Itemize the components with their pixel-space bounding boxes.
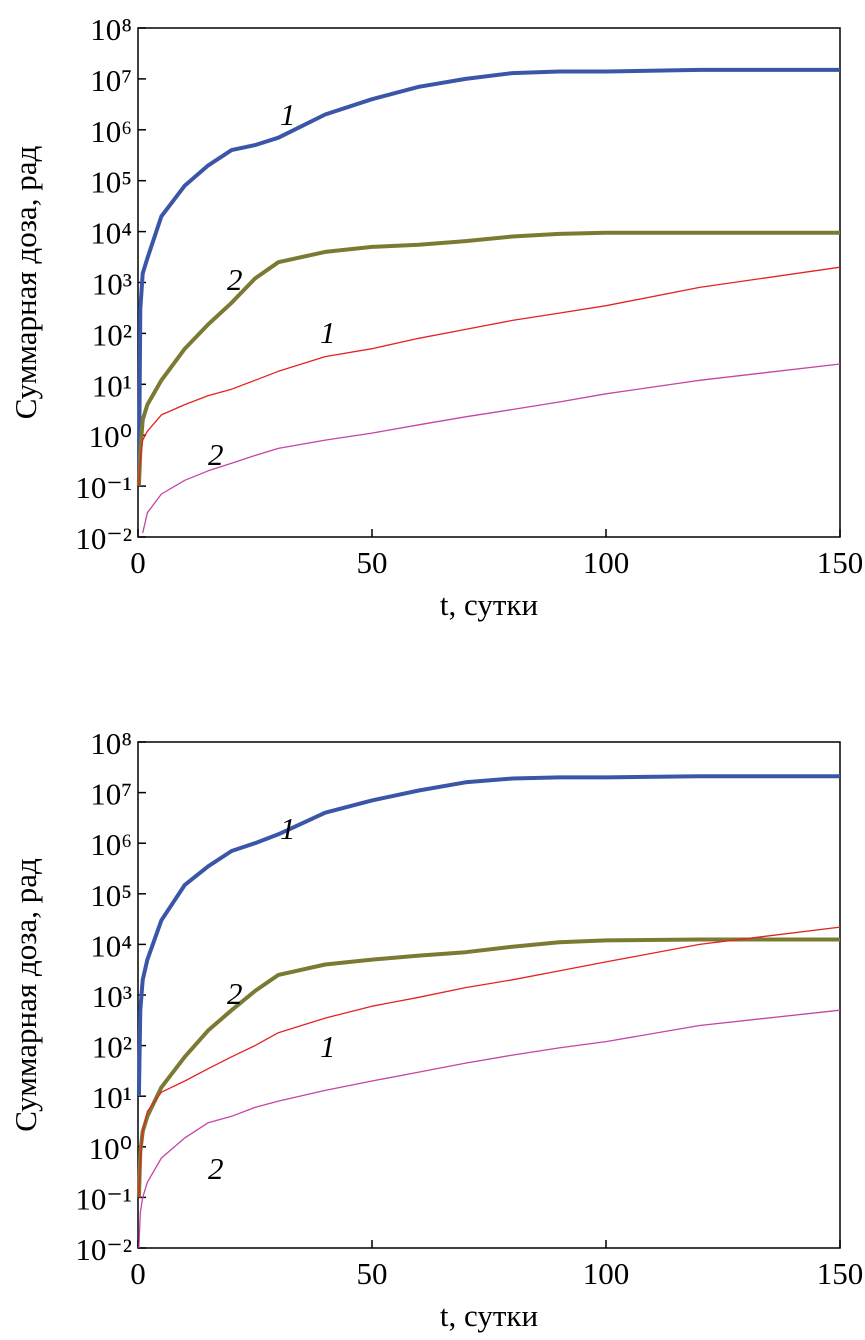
y-tick-label: 10⁻¹ (75, 1181, 132, 1216)
y-tick-label: 10⁻² (75, 1232, 132, 1267)
y-tick-label: 10⁻¹ (75, 470, 132, 505)
x-tick-label: 50 (357, 1256, 388, 1291)
y-tick-label: 10⁵ (90, 165, 132, 200)
series-label: 2 (227, 976, 243, 1011)
x-axis-label: t, сутки (440, 1298, 538, 1333)
x-tick-label: 150 (817, 1256, 864, 1291)
y-tick-label: 10² (92, 1030, 132, 1065)
y-tick-label: 10⁰ (89, 1131, 132, 1166)
y-tick-label: 10⁰ (89, 419, 132, 454)
series-label: 1 (320, 315, 336, 350)
x-tick-label: 0 (130, 545, 146, 580)
y-tick-label: 10³ (92, 979, 132, 1014)
y-axis-label: Суммарная доза, рад (8, 858, 43, 1132)
y-tick-label: 10⁷ (90, 63, 132, 98)
y-axis-label: Суммарная доза, рад (8, 146, 43, 420)
y-tick-label: 10⁶ (90, 114, 132, 149)
y-tick-label: 10³ (92, 267, 132, 302)
series-label: 2 (227, 262, 243, 297)
x-axis-label: t, сутки (440, 587, 538, 622)
series-line (136, 937, 840, 1198)
x-tick-label: 100 (583, 545, 630, 580)
series-line (138, 1009, 841, 1249)
series-line (136, 230, 840, 487)
y-tick-label: 10² (92, 317, 132, 352)
y-tick-label: 10⁴ (90, 928, 132, 963)
y-tick-label: 10⁸ (90, 12, 132, 47)
y-tick-label: 10¹ (92, 1080, 132, 1115)
series-line (138, 926, 841, 1198)
x-tick-label: 50 (357, 545, 388, 580)
y-tick-label: 10¹ (92, 368, 132, 403)
series-line (136, 67, 840, 487)
x-tick-label: 150 (817, 545, 864, 580)
y-tick-label: 10⁷ (90, 777, 132, 812)
series-line (138, 266, 841, 487)
series-label: 1 (280, 811, 296, 846)
y-tick-label: 10⁵ (90, 878, 132, 913)
x-tick-label: 0 (130, 1256, 146, 1291)
y-tick-label: 10⁸ (90, 726, 132, 761)
series-label: 2 (208, 437, 224, 472)
series-line (136, 774, 840, 1097)
series-line (142, 363, 841, 534)
plot-frame (137, 741, 841, 1249)
y-tick-label: 10⁻² (75, 521, 132, 556)
y-tick-label: 10⁴ (90, 216, 132, 251)
series-label: 1 (280, 97, 296, 132)
y-tick-label: 10⁶ (90, 827, 132, 862)
series-label: 2 (208, 1151, 224, 1186)
series-label: 1 (320, 1029, 336, 1064)
x-tick-label: 100 (583, 1256, 630, 1291)
